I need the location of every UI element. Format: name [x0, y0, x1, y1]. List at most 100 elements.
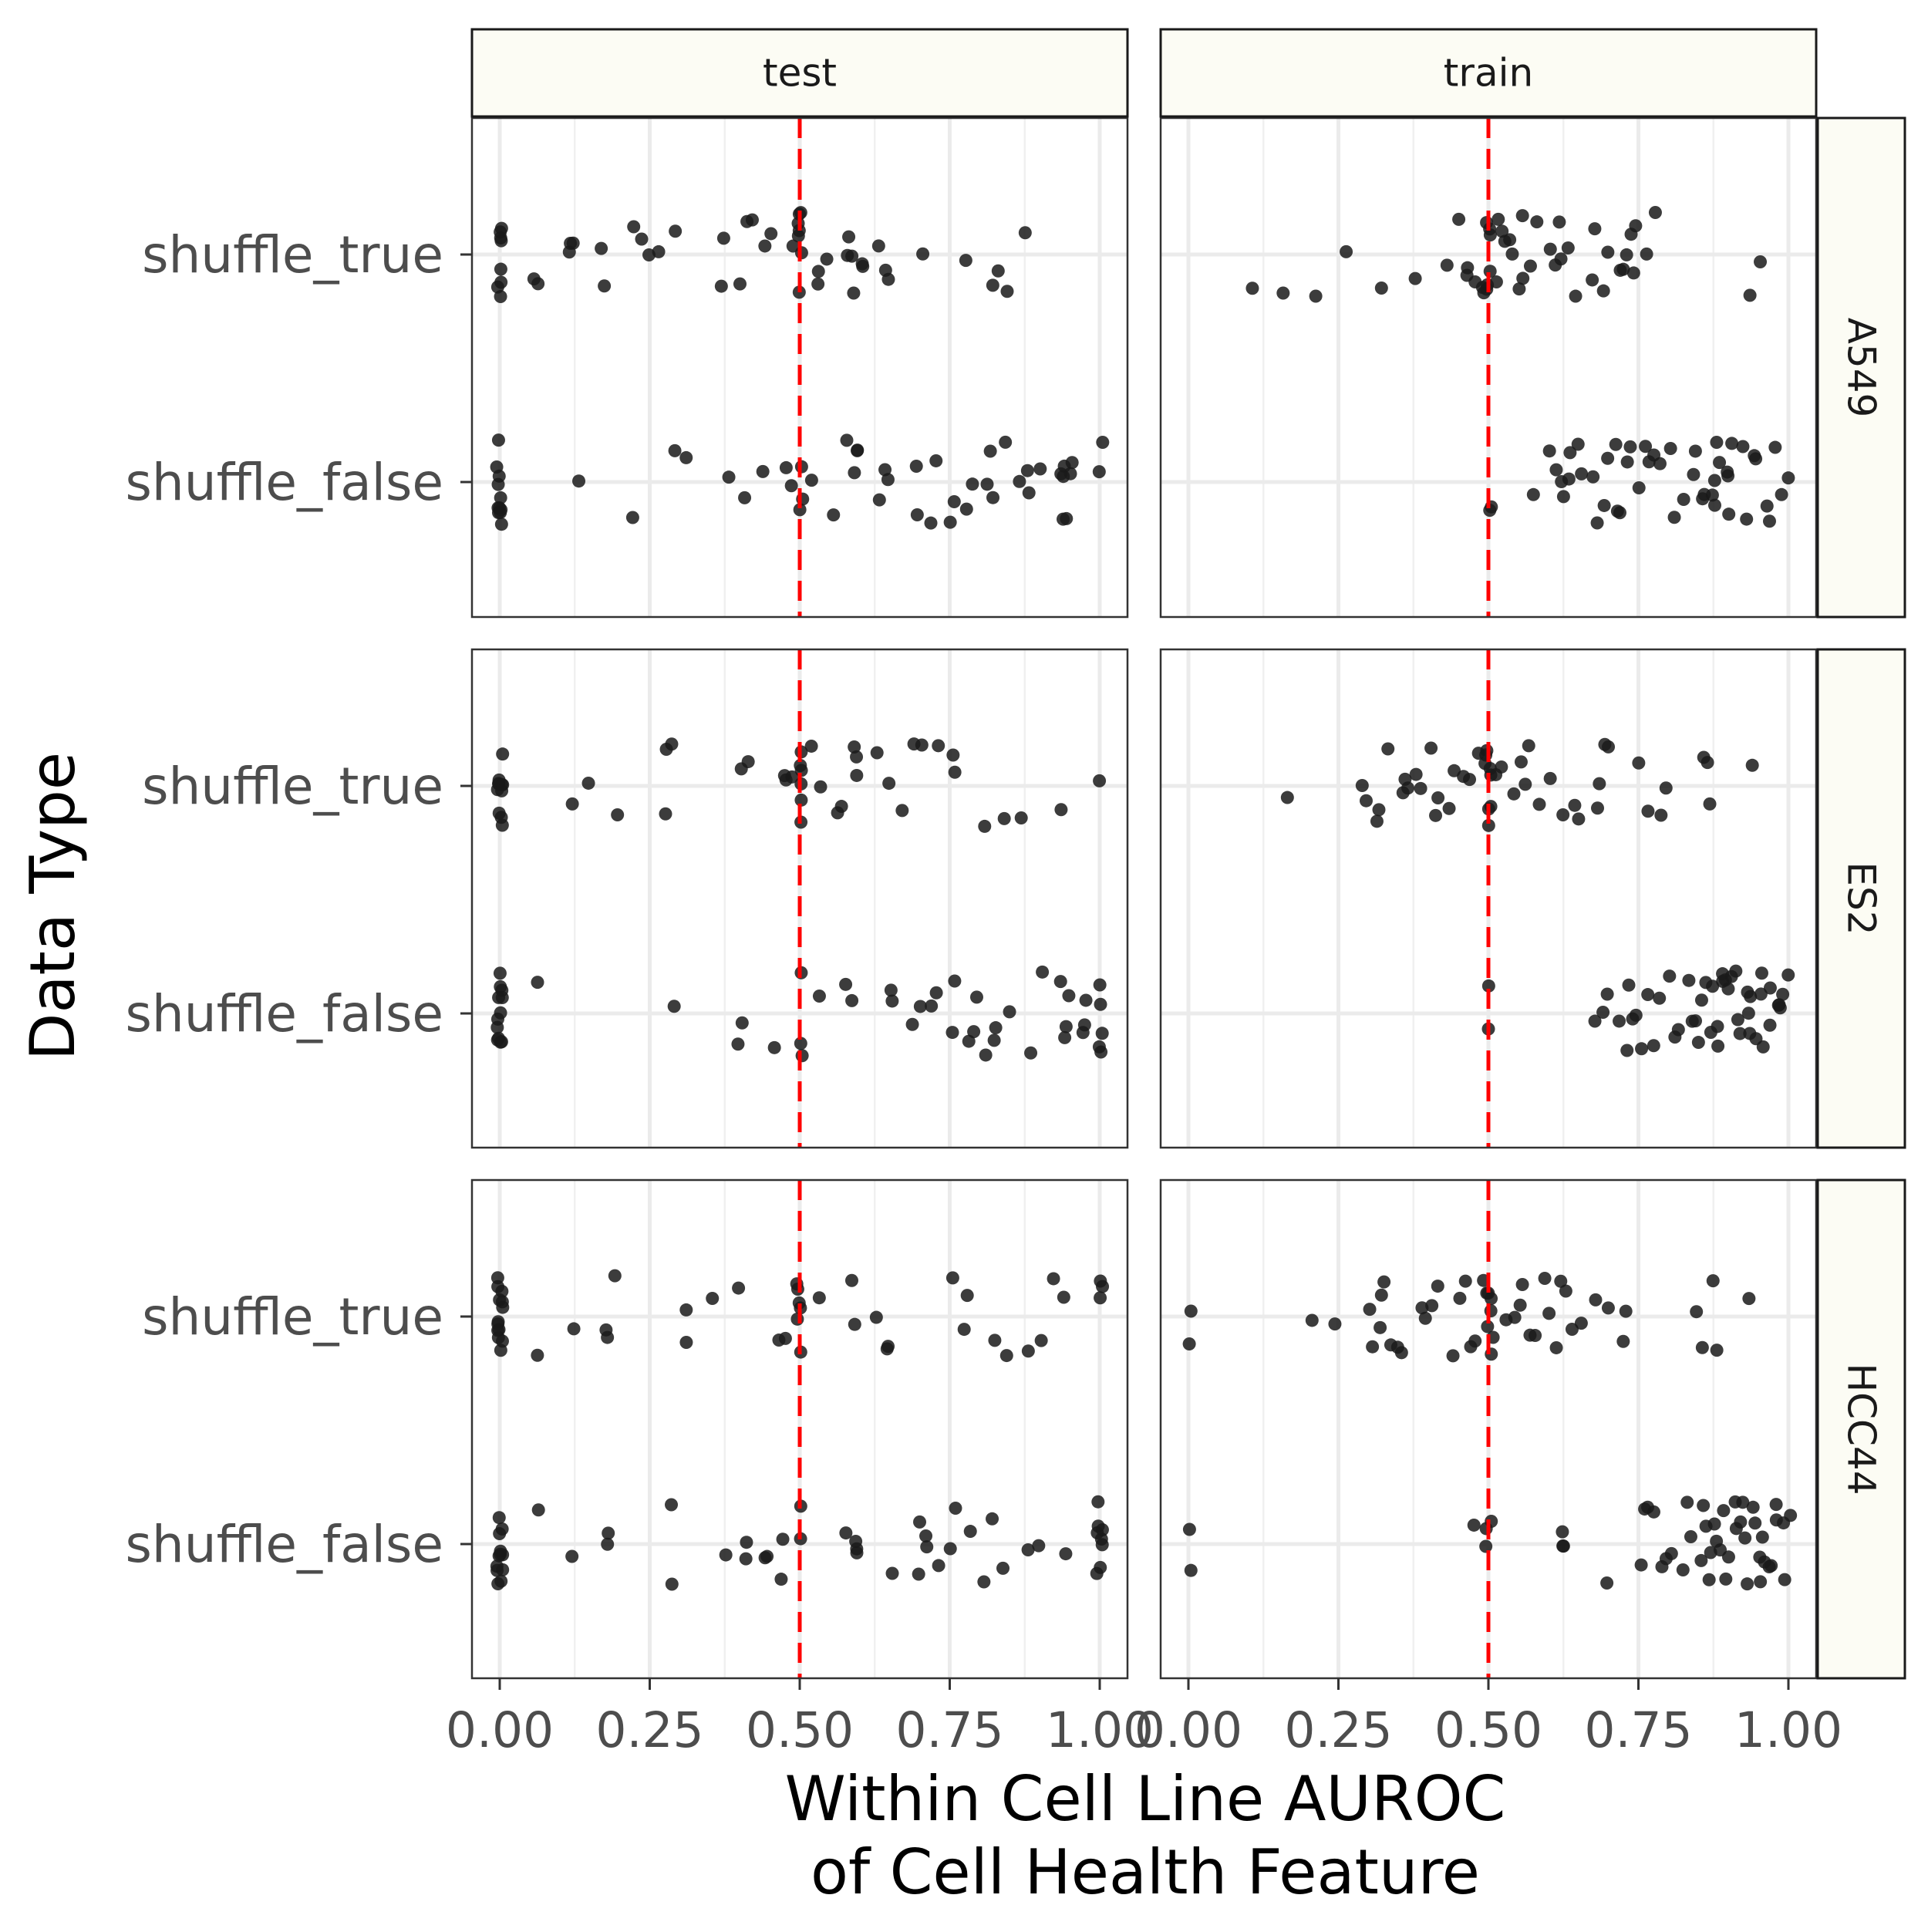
data-point — [1736, 440, 1750, 453]
data-point — [957, 1323, 971, 1337]
data-point — [1640, 247, 1653, 261]
data-point — [1340, 244, 1353, 258]
data-point — [1095, 1523, 1109, 1537]
data-point — [1641, 804, 1655, 818]
data-point — [844, 1273, 858, 1287]
facet-strips: test train A549 ES2 HCC44 — [470, 28, 1906, 1680]
data-point — [1588, 222, 1602, 236]
data-point — [1003, 1005, 1016, 1019]
data-point — [997, 811, 1011, 825]
x-tick-label: 0.75 — [1584, 1702, 1692, 1758]
data-point — [491, 433, 505, 447]
data-point — [1653, 457, 1667, 470]
data-point — [1586, 470, 1600, 484]
data-point — [679, 1303, 693, 1317]
data-point — [842, 230, 856, 244]
data-point — [731, 1037, 745, 1051]
data-point — [1671, 1023, 1685, 1037]
data-point — [1568, 798, 1582, 812]
data-point — [1184, 1304, 1198, 1318]
data-point — [948, 974, 962, 988]
data-point — [1596, 284, 1610, 298]
data-point — [1731, 1013, 1744, 1027]
data-point — [1634, 1558, 1648, 1572]
data-point — [1648, 205, 1662, 219]
data-point — [1328, 1317, 1342, 1331]
data-point — [1096, 436, 1110, 450]
data-point — [794, 1037, 807, 1050]
data-point — [1689, 1014, 1703, 1028]
data-point — [565, 1549, 579, 1563]
data-point — [1571, 437, 1585, 451]
data-point — [959, 254, 972, 268]
data-point — [871, 239, 885, 253]
data-point — [1738, 1531, 1752, 1545]
y-tick-label: shuffle_true — [142, 225, 443, 285]
data-point — [494, 506, 507, 520]
data-point — [1549, 463, 1563, 477]
data-point — [1744, 990, 1758, 1003]
data-point — [1479, 1522, 1493, 1536]
data-point — [839, 1526, 853, 1540]
data-point — [1710, 1344, 1724, 1357]
data-point — [602, 1526, 615, 1540]
data-point — [1725, 437, 1739, 450]
data-point — [665, 1498, 679, 1512]
data-point — [1440, 258, 1454, 272]
data-point — [760, 1549, 774, 1563]
y-tick-label: shuffle_true — [142, 757, 443, 816]
data-point — [1697, 1499, 1711, 1512]
data-point — [491, 477, 505, 491]
data-point — [567, 1322, 581, 1336]
data-point — [1601, 1301, 1615, 1315]
data-point — [1632, 756, 1646, 770]
data-point — [1062, 989, 1076, 1003]
data-point — [1526, 487, 1540, 501]
data-point — [1602, 740, 1616, 754]
data-point — [1059, 1547, 1073, 1561]
data-point — [1479, 748, 1493, 762]
data-point — [668, 443, 682, 457]
data-point — [1000, 285, 1014, 298]
data-point — [1600, 987, 1614, 1001]
data-point — [1688, 444, 1702, 458]
data-point — [779, 460, 793, 474]
data-point — [1021, 1543, 1035, 1556]
data-point — [739, 1552, 753, 1566]
data-point — [764, 227, 778, 241]
data-point — [1769, 1498, 1783, 1512]
data-point — [1663, 442, 1677, 456]
data-point — [1778, 1573, 1791, 1586]
data-point — [1467, 1518, 1481, 1532]
data-point — [1485, 1292, 1498, 1306]
data-point — [598, 279, 612, 293]
data-point — [881, 1340, 895, 1354]
panel-border — [1159, 116, 1818, 619]
data-point — [1425, 1299, 1439, 1313]
data-point — [531, 1348, 544, 1362]
strip-label-HCC44: HCC44 — [1839, 1363, 1884, 1495]
data-point — [1529, 1329, 1542, 1343]
data-point — [1724, 969, 1738, 983]
data-point — [1522, 739, 1535, 753]
data-point — [740, 1536, 753, 1549]
data-point — [1408, 271, 1422, 285]
data-point — [996, 1561, 1010, 1575]
data-point — [490, 1033, 504, 1047]
data-point — [491, 1577, 505, 1591]
data-point — [949, 1501, 962, 1515]
y-axis-title: Data Type — [17, 752, 89, 1060]
panel-train-A549 — [1159, 116, 1818, 619]
data-point — [1481, 979, 1495, 993]
panels — [470, 116, 1818, 1680]
data-point — [1033, 462, 1047, 476]
data-point — [946, 748, 960, 762]
data-point — [909, 459, 923, 473]
data-point — [910, 507, 924, 521]
panel-train-HCC44 — [1159, 1178, 1818, 1680]
data-point — [1505, 247, 1519, 261]
data-point — [665, 1577, 679, 1591]
data-point — [1601, 451, 1615, 465]
data-point — [1762, 514, 1776, 528]
data-point — [1058, 1030, 1072, 1044]
